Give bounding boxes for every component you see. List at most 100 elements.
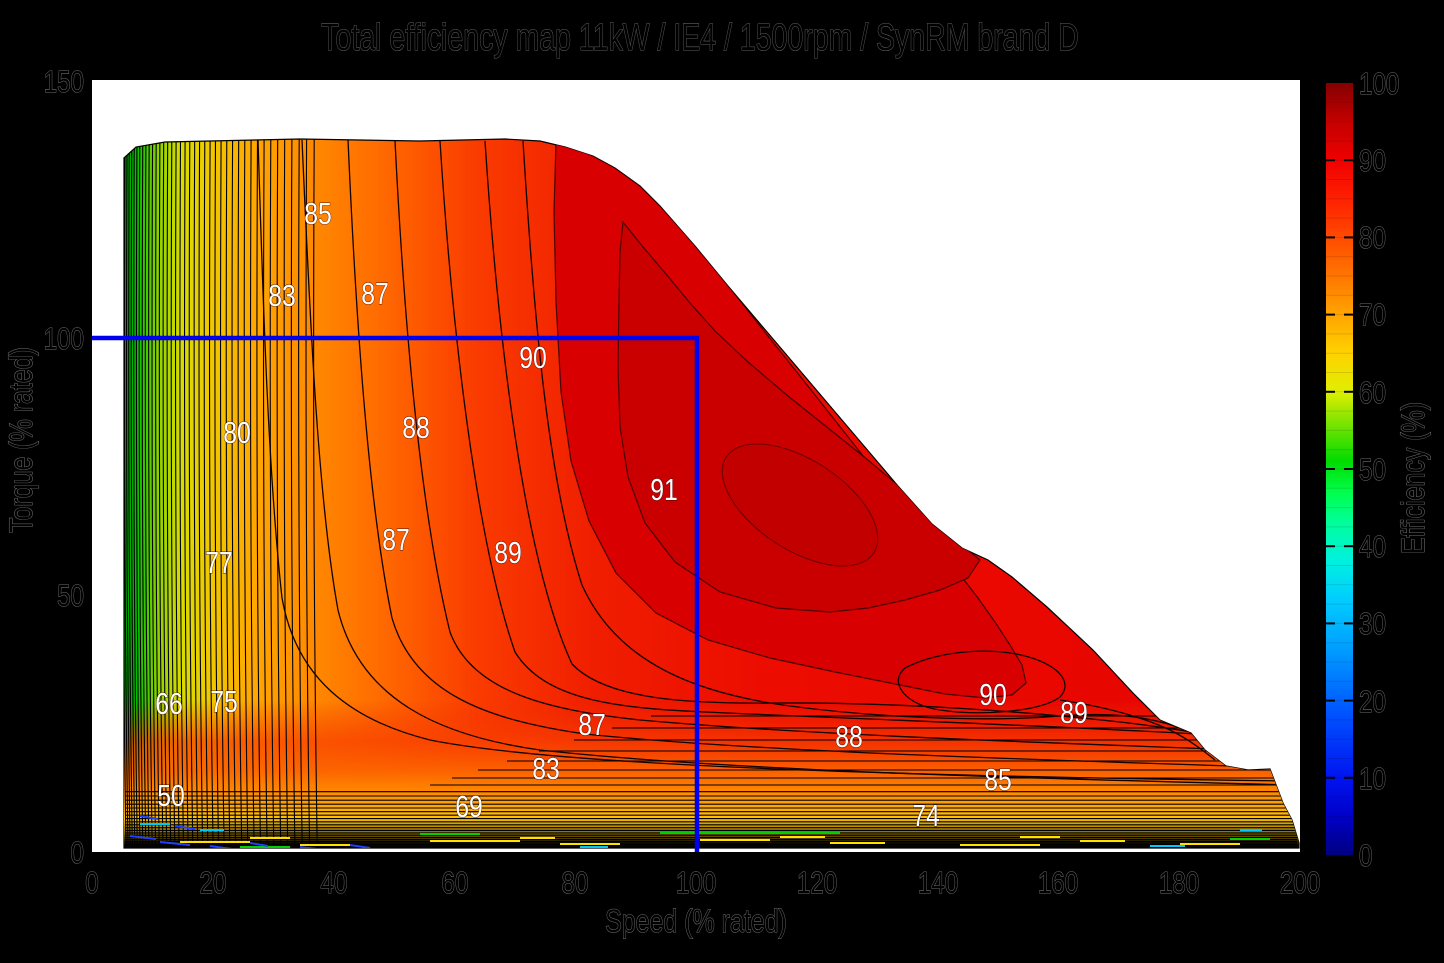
contour-line xyxy=(262,139,268,848)
contour-line xyxy=(283,139,289,848)
y-tick: 0 xyxy=(71,835,84,870)
colorbar-tick-marks xyxy=(1326,159,1353,779)
contour-label: 87 xyxy=(382,522,410,556)
contour-line xyxy=(237,139,243,848)
x-axis-label: Speed (% rated) xyxy=(605,904,787,940)
contour-line xyxy=(125,139,131,848)
colorbar-tick: 90 xyxy=(1359,143,1386,178)
x-tick: 200 xyxy=(1280,865,1320,900)
blue-dash xyxy=(174,825,196,830)
contour-label: 75 xyxy=(210,684,238,718)
contour-label: 89 xyxy=(1060,695,1088,729)
contour-line xyxy=(179,139,185,848)
x-tick: 140 xyxy=(918,865,958,900)
contour-line xyxy=(313,139,318,848)
contour-label: 88 xyxy=(835,719,863,753)
contour-label: 77 xyxy=(205,545,233,579)
colorbar-tick: 70 xyxy=(1359,297,1386,332)
colorbar-label: Efficiency (%) xyxy=(1396,402,1432,554)
x-tick: 120 xyxy=(797,865,837,900)
x-tick: 100 xyxy=(676,865,716,900)
contour-line xyxy=(130,139,136,848)
colorbar-tick: 20 xyxy=(1359,684,1386,719)
contour-line xyxy=(305,139,311,848)
x-axis-ticks: 0 20 40 60 80 100 120 140 160 180 200 xyxy=(85,865,1321,901)
contour-line xyxy=(276,139,282,848)
contour-label: 89 xyxy=(494,535,522,569)
contour-label: 50 xyxy=(157,778,185,812)
contour-label: 90 xyxy=(519,340,547,374)
low-torque-band xyxy=(124,700,1299,848)
x-tick: 80 xyxy=(562,865,589,900)
contour-line xyxy=(138,139,144,848)
contour-label: 69 xyxy=(455,789,483,823)
blue-dash xyxy=(299,846,327,848)
colorbar-tick: 100 xyxy=(1359,66,1399,101)
dense-vertical-contour-lines xyxy=(124,139,318,848)
contour-value-labels: 85 83 87 90 88 80 91 87 89 77 66 75 90 8… xyxy=(155,196,1089,833)
contour-label: 74 xyxy=(912,798,940,832)
contour-line xyxy=(133,139,138,848)
contour-line xyxy=(193,139,199,848)
blue-dash xyxy=(349,844,371,848)
contour-label: 91 xyxy=(650,472,678,506)
y-tick: 100 xyxy=(44,321,84,356)
contour-label: 66 xyxy=(155,686,183,720)
contour-line xyxy=(256,139,262,848)
x-tick: 60 xyxy=(442,865,469,900)
contour-line xyxy=(144,139,150,848)
colorbar-tick: 0 xyxy=(1359,838,1372,873)
chart-title: Total efficiency map 11kW / IE4 / 1500rp… xyxy=(321,17,1078,59)
y-axis-label: Torque (% rated) xyxy=(4,347,40,533)
x-tick: 180 xyxy=(1159,865,1199,900)
colorbar-tick: 40 xyxy=(1359,529,1386,564)
contour-line xyxy=(298,139,303,848)
contour-line xyxy=(188,139,194,848)
contour-line xyxy=(170,139,176,848)
contour-line xyxy=(225,139,231,848)
x-tick: 40 xyxy=(321,865,348,900)
contour-line xyxy=(249,139,255,848)
contour-line xyxy=(141,139,147,848)
contour-91-region xyxy=(617,220,981,613)
y-tick: 150 xyxy=(44,64,84,99)
contour-label: 80 xyxy=(223,415,251,449)
contour-line xyxy=(290,139,296,848)
colorbar: 100 90 80 70 60 50 40 30 20 10 0 Efficie… xyxy=(1326,66,1432,873)
contour-line xyxy=(135,139,141,848)
contour-line xyxy=(124,139,129,848)
contour-line xyxy=(214,139,220,848)
dense-horizontal-contour-lines xyxy=(125,715,1297,847)
contour-region xyxy=(123,138,1300,849)
contour-line xyxy=(128,139,133,848)
contour-label: 90 xyxy=(979,677,1007,711)
y-tick: 50 xyxy=(57,578,84,613)
contour-line xyxy=(162,139,168,848)
contour-line xyxy=(155,139,160,848)
colorbar-tick: 80 xyxy=(1359,220,1386,255)
x-tick: 160 xyxy=(1038,865,1078,900)
contour-line xyxy=(203,139,209,848)
contour-line xyxy=(158,139,164,848)
blue-dash xyxy=(249,842,269,847)
y-axis-ticks: 150 100 50 0 xyxy=(43,64,84,871)
contour-line xyxy=(151,139,157,848)
rated-operating-box xyxy=(92,335,700,852)
contour-line xyxy=(269,139,275,848)
contour-line xyxy=(243,139,249,848)
contour-label: 83 xyxy=(532,751,560,785)
contour-label: 85 xyxy=(984,762,1012,796)
contour-line xyxy=(166,139,172,848)
blue-dash xyxy=(139,815,159,820)
contour-line xyxy=(183,139,189,848)
contour-label: 87 xyxy=(578,707,606,741)
blue-dash xyxy=(209,845,233,848)
contour-label: 87 xyxy=(361,276,389,310)
x-tick: 20 xyxy=(200,865,227,900)
colorbar-tick: 30 xyxy=(1359,606,1386,641)
colorbar-tick: 10 xyxy=(1359,761,1386,796)
contour-inner-region xyxy=(721,443,879,567)
contour-line xyxy=(124,139,127,848)
contour-line xyxy=(174,139,180,848)
